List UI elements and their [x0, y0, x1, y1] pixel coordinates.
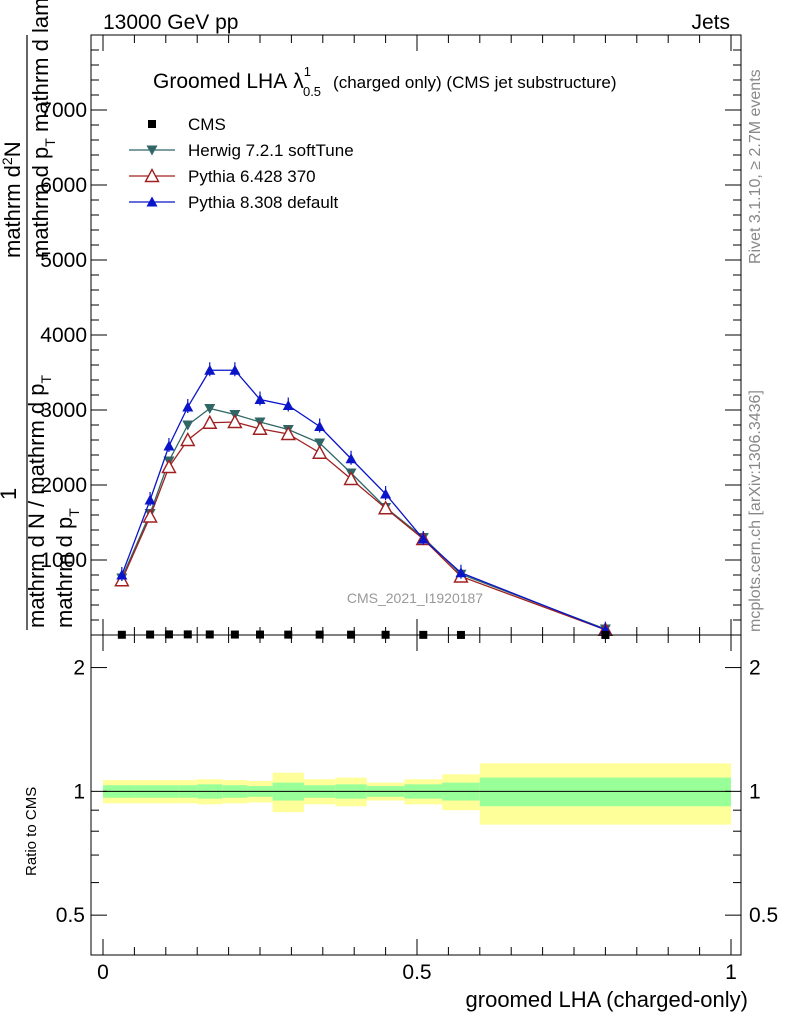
x-tick-label: 1 [725, 961, 737, 984]
data-point-0 [164, 630, 173, 639]
main-y-tick-label: 5000 [40, 249, 87, 272]
data-point-2 [142, 508, 158, 523]
data-point-3 [254, 394, 266, 404]
data-point-3 [282, 400, 294, 410]
data-point-3 [380, 488, 392, 499]
data-point-2 [252, 420, 268, 435]
x-axis-title: groomed LHA (charged-only) [466, 987, 748, 1012]
data-point-2 [343, 471, 359, 486]
data-point-3 [417, 533, 429, 544]
header-left: 13000 GeV pp [103, 11, 238, 34]
ratio-y-tick-label-right: 1 [749, 780, 761, 803]
legend-marker [146, 196, 158, 207]
legend-marker [146, 145, 158, 156]
data-point-1 [314, 438, 326, 449]
ylabel-num-after: N [0, 141, 25, 157]
ylabel-num-line2-post: mathrm d lambda [28, 0, 53, 138]
ylabel-num-line2-pre: mathrm d p [28, 147, 53, 258]
x-tick-label: 0.5 [402, 961, 431, 984]
svg-text:mathrm d2N: mathrm d2N [0, 141, 25, 258]
ylabel-num-line1: mathrm d [0, 165, 25, 258]
data-point-3 [163, 440, 175, 451]
legend-label: CMS [188, 115, 226, 134]
main-y-tick-label: 6000 [40, 174, 87, 197]
main-y-tick-label: 4000 [40, 324, 87, 347]
ylabel-den-line2-pre: mathrm d p [52, 517, 77, 628]
data-point-3 [345, 453, 357, 464]
data-point-3 [229, 364, 241, 375]
data-point-1 [182, 420, 194, 431]
ylabel-den-line1: mathrm d N / mathrm d p [24, 383, 49, 628]
header-right: Jets [691, 11, 730, 34]
title-symbol: λ [293, 70, 304, 93]
data-point-2 [280, 426, 296, 441]
data-point-3 [116, 569, 128, 580]
title-sup: 1 [304, 64, 311, 79]
ylabel-den-line2-sub: T [66, 508, 82, 517]
ratio-ticks: 0.5 0.5 1 1 2 2 0 0.5 1 [56, 635, 778, 984]
data-point-2 [180, 432, 196, 447]
legend-marker [148, 120, 156, 128]
main-ticks: 1000 2000 3000 4000 5000 6000 7000 [40, 34, 741, 636]
rivet-version-label: Rivet 3.1.10, ≥ 2.7M events [747, 69, 764, 264]
title-rest: (charged only) (CMS jet substructure) [333, 73, 616, 92]
data-point-3 [144, 494, 156, 505]
mcplots-label: mcplots.cern.ch [arXiv:1306.3436] [747, 390, 764, 632]
data-point-0 [183, 630, 192, 639]
legend-label: Herwig 7.2.1 softTune [188, 141, 354, 160]
series-line-2 [121, 421, 606, 631]
data-point-2 [227, 414, 243, 429]
ylabel-num-sup: 2 [0, 157, 15, 165]
legend-label: Pythia 6.428 370 [188, 167, 316, 186]
data-point-3 [455, 567, 467, 578]
title-main: Groomed LHA [153, 70, 287, 93]
ratio-y-tick-label-left: 0.5 [56, 904, 85, 927]
ratio-y-tick-label-right: 2 [749, 657, 761, 680]
data-point-2 [311, 444, 328, 459]
main-y-tick-label: 2000 [40, 474, 87, 497]
ratio-y-tick-label-right: 0.5 [749, 904, 778, 927]
title-sub: 0.5 [303, 84, 321, 99]
data-point-1 [204, 404, 216, 414]
data-point-3 [314, 421, 326, 431]
main-panel: 1000 2000 3000 4000 5000 6000 7000 [40, 34, 742, 639]
data-point-2 [377, 500, 394, 515]
legend-marker [144, 168, 160, 183]
svg-text:mathrm d pT mathrm d lambda: mathrm d pT mathrm d lambda [28, 0, 58, 258]
main-y-tick-label: 7000 [40, 99, 87, 122]
data-point-0 [205, 630, 214, 639]
legend: CMS Herwig 7.2.1 softTune Pythia 6.428 370… [129, 115, 354, 212]
ylabel-one: 1 [0, 488, 21, 500]
ratio-inner-band [479, 777, 731, 807]
data-point-3 [204, 364, 216, 375]
main-y-tick-label: 1000 [40, 549, 87, 572]
ratio-panel: 0.5 0.5 1 1 2 2 0 0.5 1 Ratio to CMS [23, 634, 778, 984]
ylabel-den-sub: T [38, 374, 54, 383]
y-axis-title: mathrm d2N mathrm d pT mathrm d lambda 1… [0, 0, 82, 630]
legend-label: Pythia 8.308 default [188, 193, 339, 212]
data-point-2 [202, 414, 218, 429]
ylabel-num-line2-sub: T [42, 138, 58, 147]
ratio-bands [103, 763, 731, 825]
main-y-tick-label: 3000 [40, 399, 87, 422]
series-line-3 [121, 369, 606, 631]
ratio-frame [90, 634, 742, 956]
data-point-2 [161, 459, 177, 474]
ratio-y-tick-label-left: 1 [73, 780, 85, 803]
x-tick-label: 0 [97, 961, 109, 984]
svg-text:mathrm d pT: mathrm d pT [52, 508, 82, 628]
plot-title: Groomed LHA λ1 0.5 (charged only) (CMS jet … [153, 64, 616, 99]
svg-text:mathrm d N / mathrm d pT: mathrm d N / mathrm d pT [24, 374, 54, 628]
ratio-axis-title: Ratio to CMS [23, 787, 40, 876]
analysis-watermark: CMS_2021_I1920187 [347, 590, 483, 606]
ratio-y-tick-label-left: 2 [73, 657, 85, 680]
data-point-3 [182, 401, 194, 412]
